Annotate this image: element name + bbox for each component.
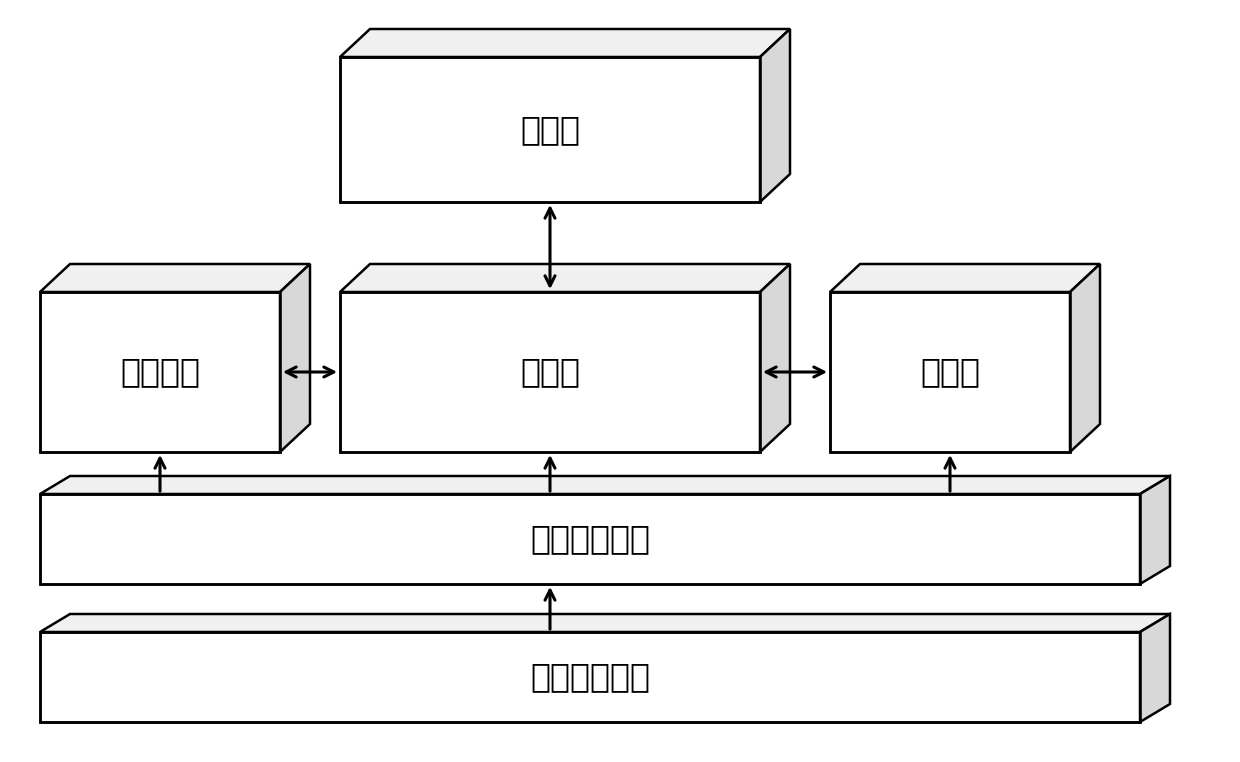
Text: 能量获取模块: 能量获取模块	[529, 661, 650, 693]
Bar	[40, 292, 280, 452]
Polygon shape	[40, 476, 1171, 494]
Polygon shape	[1070, 264, 1100, 452]
Polygon shape	[760, 29, 790, 202]
Bar	[340, 57, 760, 202]
Polygon shape	[830, 264, 1100, 292]
Bar	[340, 292, 760, 452]
Bar	[340, 292, 760, 452]
Text: 存储器: 存储器	[520, 113, 580, 146]
Bar	[40, 632, 1140, 722]
Polygon shape	[1140, 614, 1171, 722]
Polygon shape	[1140, 476, 1171, 584]
Bar	[40, 632, 1140, 722]
Polygon shape	[40, 264, 310, 292]
Bar	[40, 494, 1140, 584]
Polygon shape	[340, 264, 790, 292]
Text: 控制器: 控制器	[520, 356, 580, 389]
Bar	[340, 57, 760, 202]
Bar	[830, 292, 1070, 452]
Text: 传感器: 传感器	[920, 356, 980, 389]
Bar	[40, 494, 1140, 584]
Text: 能量存储模块: 能量存储模块	[529, 523, 650, 555]
Bar	[40, 292, 280, 452]
Polygon shape	[280, 264, 310, 452]
Polygon shape	[340, 29, 790, 57]
Text: 通信设备: 通信设备	[120, 356, 200, 389]
Bar	[830, 292, 1070, 452]
Polygon shape	[760, 264, 790, 452]
Polygon shape	[40, 614, 1171, 632]
